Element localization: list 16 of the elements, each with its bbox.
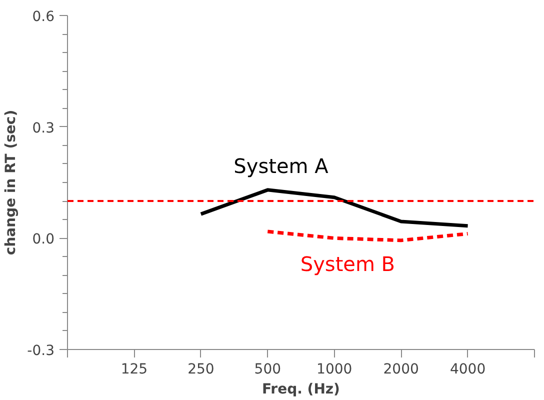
y-tick-label: -0.3: [27, 343, 55, 359]
y-tick-label: 0.6: [32, 9, 55, 25]
line-series: [199, 188, 470, 228]
x-tick-label: 125: [120, 362, 148, 378]
y-axis-title: change in RT (sec): [3, 110, 20, 256]
x-axis-title: Freq. (Hz): [262, 382, 340, 398]
x-tick-label: 500: [254, 362, 282, 378]
series-label: System A: [234, 154, 329, 178]
series-label: System B: [300, 252, 396, 276]
x-tick-label: 1000: [316, 362, 352, 378]
x-tick-label: 4000: [450, 362, 486, 378]
line-series: [266, 230, 470, 242]
x-tick-label: 2000: [383, 362, 419, 378]
x-tick-label: 250: [188, 362, 214, 378]
y-tick-label: 0.3: [32, 120, 54, 136]
y-tick-label: 0.0: [32, 232, 54, 248]
